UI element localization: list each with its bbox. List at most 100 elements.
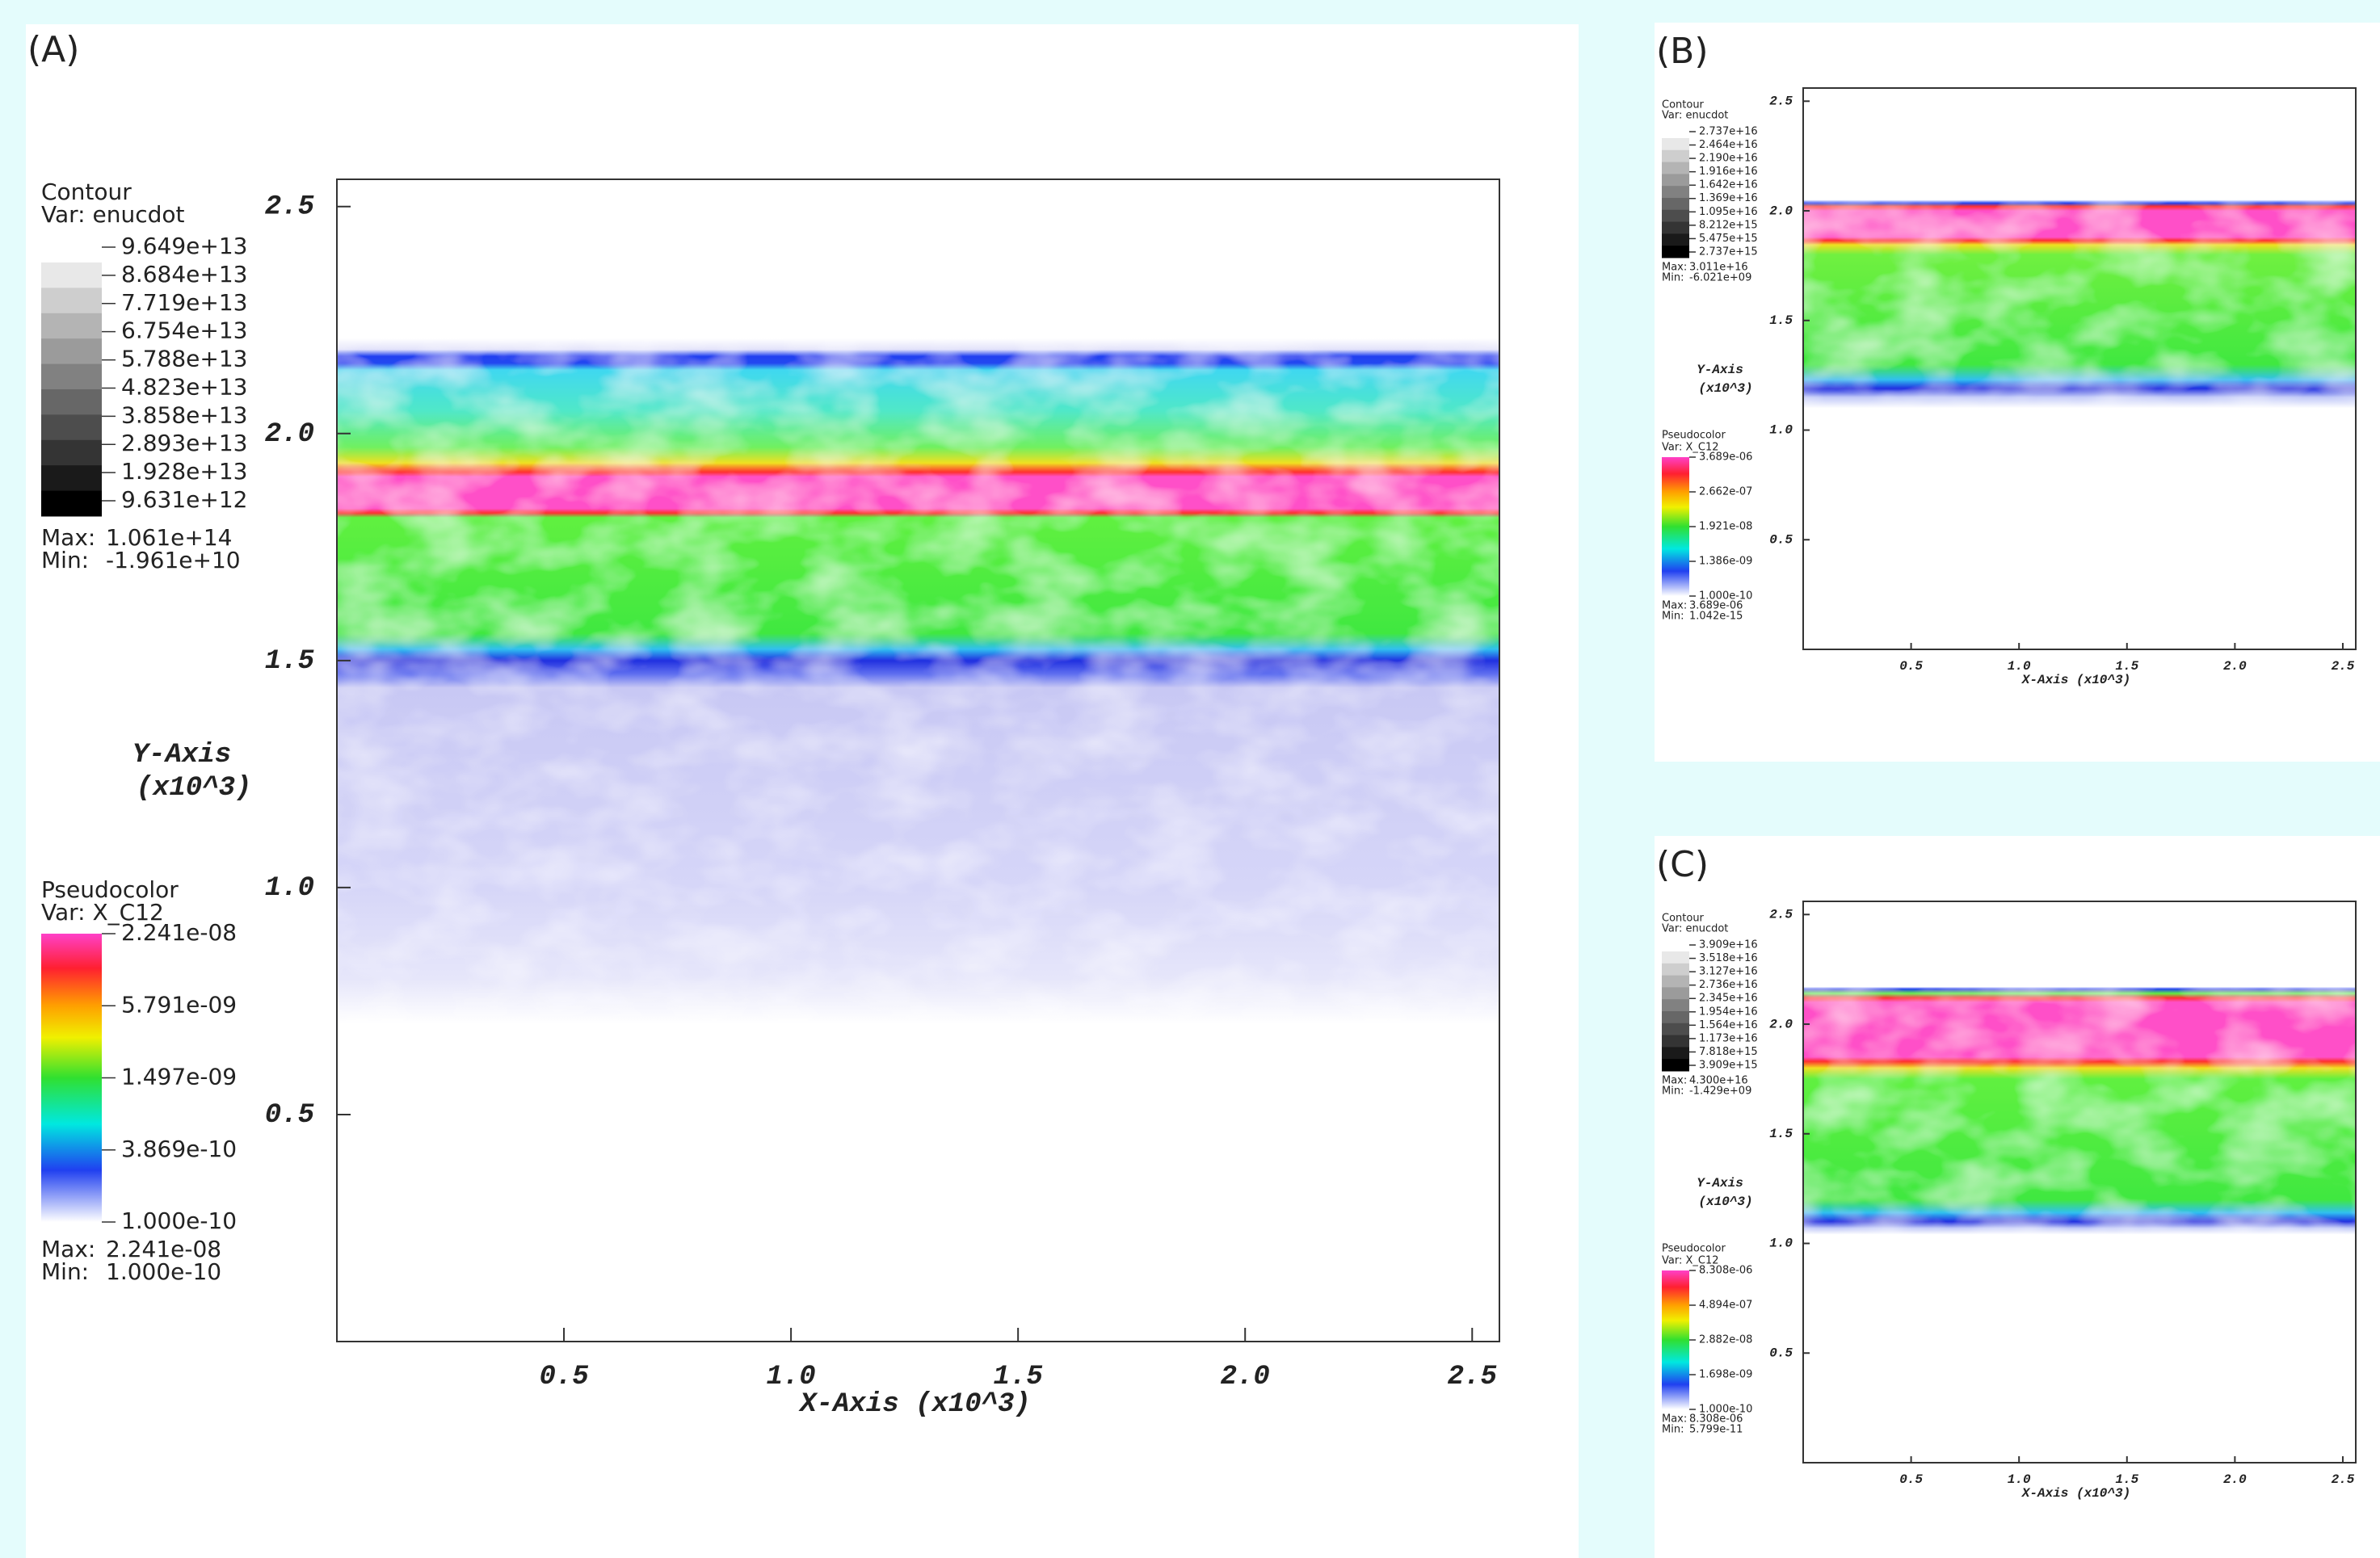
contour-swatch [1662,1059,1689,1072]
contour-swatch [1662,209,1689,223]
contour-swatch [1662,221,1689,234]
y-tick-label: 2.0 [265,419,314,450]
legend-min-label: Min: [1662,1424,1684,1436]
y-tick-label: 2.5 [1769,94,1793,109]
y-tick-label: 2.0 [1769,1017,1793,1031]
x-axis-title: X-Axis (x10^3) [2021,1486,2130,1501]
legend-tick-label: 2.241e-08 [121,919,237,946]
contour-swatch [41,363,102,390]
legend-tick-label: 1.369e+16 [1699,192,1758,204]
contour-swatch [1662,975,1689,988]
legend-tick-label: 8.308e-06 [1699,1265,1752,1277]
contour-swatch [41,465,102,492]
y-tick-label: 1.5 [1769,1127,1793,1141]
contour-swatch [1662,138,1689,151]
contour-swatch [1662,149,1689,163]
legend-tick-label: 1.642e+16 [1699,179,1758,191]
contour-swatch [1662,233,1689,246]
legend-tick-label: 2.662e-07 [1699,485,1752,498]
legend-tick-label: 2.464e+16 [1699,139,1758,151]
legend-title: Contour [41,178,132,205]
y-axis-unit: (x10^3) [137,773,252,804]
x-tick-label: 2.5 [2332,1472,2355,1487]
legend-max-label: Max: [1662,262,1687,274]
legend-tick-label: 1.921e-08 [1699,520,1752,532]
color-bar [1662,1270,1689,1409]
legend-tick-label: 2.882e-08 [1699,1334,1752,1346]
y-tick-label: 1.5 [1769,313,1793,328]
contour-swatch [1662,951,1689,964]
legend-tick-label: 2.737e+15 [1699,246,1758,258]
legend-tick-label: 6.754e+13 [121,317,247,344]
legend-tick-label: 2.345e+16 [1699,993,1758,1005]
legend-max: 3.689e-06 [1689,600,1743,612]
legend-tick-label: 1.386e-09 [1699,555,1752,567]
legend-tick-label: 3.518e+16 [1699,952,1758,964]
y-axis-title: Y-Axis [132,740,231,771]
legend-min-label: Min: [41,547,89,573]
legend-tick-label: 1.916e+16 [1699,166,1758,178]
color-bar [1662,457,1689,596]
contour-swatch [1662,999,1689,1012]
contour-swatch [41,288,102,314]
legend-min: 1.042e-15 [1689,611,1743,623]
panel-label: (C) [1656,844,1709,885]
plot-frame [1802,87,2357,650]
legend-max: 4.300e+16 [1689,1075,1748,1087]
legend-tick-label: 1.173e+16 [1699,1032,1758,1044]
x-tick-label: 2.0 [2223,659,2247,674]
x-tick-label: 2.0 [1221,1362,1270,1392]
contour-swatch [1662,1047,1689,1060]
y-tick-label: 0.5 [265,1100,314,1131]
legend-tick-label: 7.818e+15 [1699,1046,1758,1058]
legend-tick-label: 1.928e+13 [121,458,247,485]
y-tick-label: 1.0 [265,873,314,904]
legend-max: 8.308e-06 [1689,1413,1743,1426]
legend-title: Contour [1662,99,1705,111]
x-tick-label: 1.0 [767,1362,816,1392]
legend-max: 1.061e+14 [106,524,232,551]
y-tick-label: 0.5 [1769,1346,1793,1360]
legend-max-label: Max: [1662,600,1687,612]
y-tick-label: 2.5 [1769,908,1793,922]
legend-tick-label: 2.736e+16 [1699,979,1758,991]
panel-label: (B) [1656,31,1709,72]
color-bar [41,934,102,1222]
x-tick-label: 2.5 [2332,659,2355,674]
x-axis-title: X-Axis (x10^3) [2021,673,2130,687]
y-tick-label: 2.5 [265,192,314,223]
legend-variable: Var: X_C12 [1662,442,1719,454]
contour-swatch [41,414,102,441]
legend-title: Pseudocolor [1662,1243,1726,1255]
legend-min: 1.000e-10 [106,1258,221,1285]
x-tick-label: 0.5 [1899,659,1923,674]
contour-swatch [1662,1011,1689,1024]
panel-label: (A) [27,29,79,70]
x-tick-label: 1.0 [2008,1472,2031,1487]
legend-variable: Var: enucdot [41,201,185,228]
legend-tick-label: 4.823e+13 [121,373,247,400]
x-tick-label: 1.5 [2115,659,2138,674]
legend-tick-label: 1.000e-10 [1699,590,1752,603]
y-axis-title: Y-Axis [1697,363,1743,377]
legend-min-label: Min: [1662,272,1684,284]
legend-max: 2.241e-08 [106,1236,221,1262]
contour-swatch [41,338,102,365]
y-axis-title: Y-Axis [1697,1176,1743,1191]
legend-tick-label: 4.894e-07 [1699,1299,1752,1311]
legend-min-label: Min: [41,1258,89,1285]
x-tick-label: 1.5 [994,1362,1043,1392]
contour-swatch [1662,186,1689,199]
legend-tick-label: 3.909e+16 [1699,939,1758,951]
legend-tick-label: 2.893e+13 [121,430,247,456]
contour-swatch [1662,987,1689,1000]
field-image [337,179,1499,1342]
plot-frame [336,178,1500,1342]
legend-tick-label: 3.689e-06 [1699,451,1752,464]
y-tick-label: 2.0 [1769,204,1793,218]
legend-tick-label: 3.869e-10 [121,1136,237,1162]
legend-title: Pseudocolor [41,876,179,903]
legend-tick-label: 1.000e-10 [121,1207,237,1234]
legend-min: 5.799e-11 [1689,1424,1743,1436]
legend-variable: Var: X_C12 [1662,1255,1719,1267]
